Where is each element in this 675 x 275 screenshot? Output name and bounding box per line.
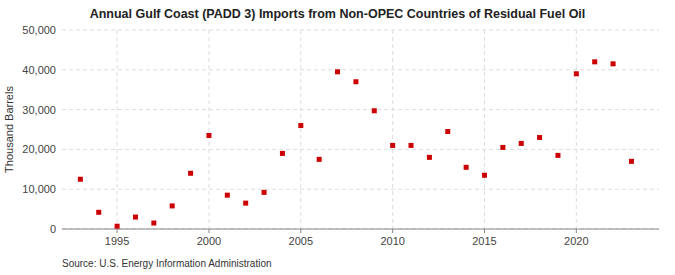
point (115, 224, 120, 229)
x-tick (484, 229, 485, 233)
point (464, 165, 469, 170)
axes: 0 10,000 20,000 30,000 40,000 50,000 1995 2000 2… (22, 24, 659, 247)
x-tick-label: 2015 (472, 235, 496, 247)
x-tick-label: 2010 (380, 235, 404, 247)
y-tick-label: 20,000 (22, 143, 56, 155)
point (353, 79, 358, 84)
point (243, 201, 248, 206)
x-tick (576, 229, 577, 233)
point (170, 203, 175, 208)
point (78, 177, 83, 182)
point (592, 59, 597, 64)
x-tick (208, 229, 209, 233)
x-tick-label: 2005 (289, 235, 313, 247)
point (372, 108, 377, 113)
x-grid-line (208, 30, 209, 229)
y-grid-line (62, 149, 659, 150)
point (445, 129, 450, 134)
x-tick-label: 1995 (105, 235, 129, 247)
point (151, 221, 156, 226)
point (298, 123, 303, 128)
point (335, 69, 340, 74)
x-tick (117, 229, 118, 233)
y-grid-line (62, 229, 659, 230)
y-grid-line (62, 189, 659, 190)
x-tick-label: 2020 (564, 235, 588, 247)
y-grid-line (62, 109, 659, 110)
point (519, 141, 524, 146)
y-tick-label: 40,000 (22, 64, 56, 76)
source-note: Source: U.S. Energy Information Administ… (62, 258, 272, 269)
point (482, 173, 487, 178)
point (574, 71, 579, 76)
point (629, 159, 634, 164)
point (555, 153, 560, 158)
x-axis-line (62, 229, 659, 230)
point (427, 155, 432, 160)
y-tick-label: 0 (50, 223, 56, 235)
point (390, 143, 395, 148)
point (409, 143, 414, 148)
x-tick (392, 229, 393, 233)
point (188, 171, 193, 176)
y-grid-line (62, 30, 659, 31)
x-grid-line (300, 30, 301, 229)
y-tick-label: 10,000 (22, 183, 56, 195)
chart-container: 0 10,000 20,000 30,000 40,000 50,000 1995 2000 2… (0, 0, 675, 275)
x-grid-line (576, 30, 577, 229)
point (96, 210, 101, 215)
point (133, 215, 138, 220)
point (280, 151, 285, 156)
chart-svg: 0 10,000 20,000 30,000 40,000 50,000 1995 2000 2… (0, 0, 675, 275)
x-tick (300, 229, 301, 233)
points (78, 59, 634, 228)
title: Annual Gulf Coast (PADD 3) Imports from … (90, 7, 586, 21)
point (262, 190, 267, 195)
y-grid-line (62, 69, 659, 70)
y-axis-label: Thousand Barrels (3, 86, 15, 173)
y-tick-label: 50,000 (22, 24, 56, 36)
x-grid-line (392, 30, 393, 229)
x-grid-line (484, 30, 485, 229)
x-grid-line (117, 30, 118, 229)
point (206, 133, 211, 138)
point (500, 145, 505, 150)
point (611, 61, 616, 66)
point (317, 157, 322, 162)
point (225, 193, 230, 198)
grid (62, 30, 659, 229)
x-tick-label: 2000 (197, 235, 221, 247)
y-tick-label: 30,000 (22, 104, 56, 116)
point (537, 135, 542, 140)
